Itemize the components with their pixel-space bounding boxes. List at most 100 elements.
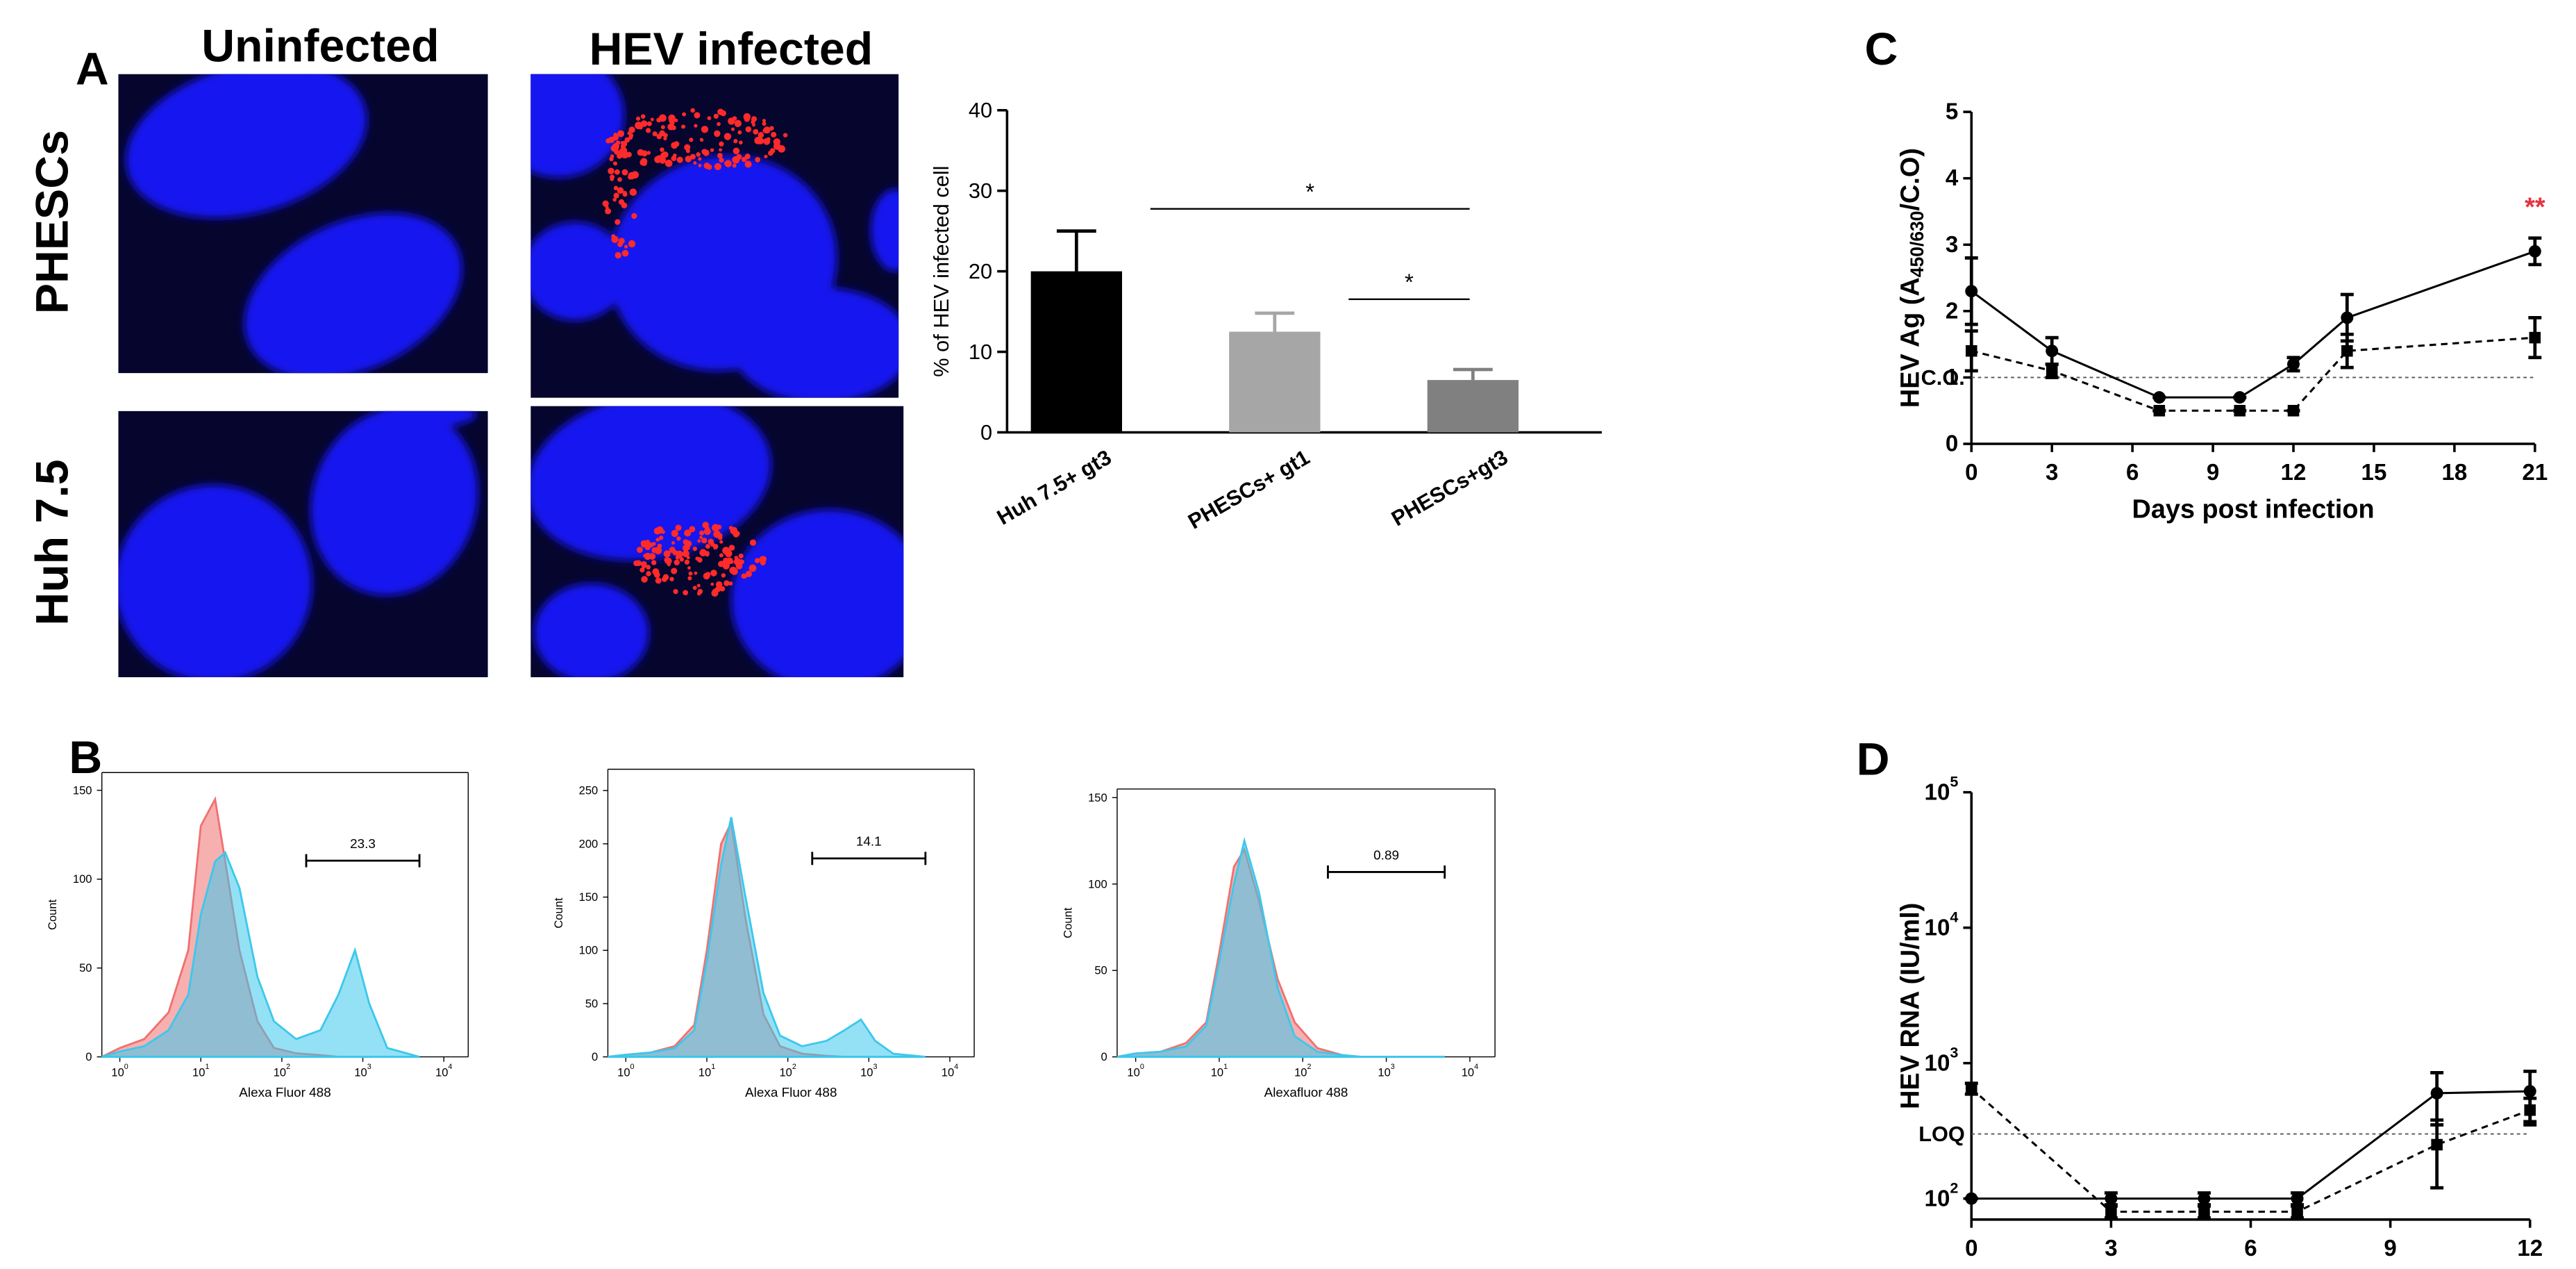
tick-label: 102 <box>1294 1063 1311 1079</box>
hev-dot <box>673 589 678 595</box>
hev-dot <box>638 124 643 130</box>
hev-dot <box>739 140 743 145</box>
hev-dot <box>719 586 724 591</box>
hev-dot <box>712 588 719 595</box>
tick-base: 10 <box>1925 915 1950 940</box>
tick-base: 10 <box>1378 1065 1390 1079</box>
hev-dot <box>645 128 651 133</box>
hev-dot <box>719 148 722 152</box>
y-axis-label: Count <box>1061 907 1074 938</box>
histogram-area <box>1116 836 1445 1058</box>
hev-dot <box>734 119 742 127</box>
hev-dot <box>670 120 675 126</box>
tick-label: 20 <box>969 259 992 283</box>
tick-exponent: 4 <box>954 1063 958 1071</box>
tick-label: 200 <box>579 837 599 850</box>
tick-exponent: 5 <box>1950 774 1958 790</box>
tick-label: 101 <box>1211 1063 1228 1079</box>
hev-dot <box>640 114 646 119</box>
reference-label: C.O. <box>1921 365 1965 390</box>
hev-dot <box>783 133 788 138</box>
tick-exponent: 3 <box>1950 1045 1958 1061</box>
y-axis-label: HEV RNA (IU/ml) <box>1896 903 1925 1109</box>
hev-dot <box>705 544 710 549</box>
tick-label: 0 <box>1946 431 1958 457</box>
hev-dot <box>637 149 644 156</box>
hev-dot <box>689 154 696 160</box>
hev-dot <box>602 200 609 207</box>
micrograph <box>118 410 488 678</box>
hev-dot <box>614 251 621 259</box>
nucleus <box>530 74 625 178</box>
tick-label: 103 <box>354 1063 371 1079</box>
tick-label: 9 <box>2207 460 2219 486</box>
nucleus <box>378 410 477 428</box>
hev-dot <box>700 138 704 142</box>
hev-dot <box>698 163 702 167</box>
hev-dot <box>778 144 786 153</box>
hev-dot <box>613 185 619 190</box>
hev-dot <box>748 564 757 572</box>
hev-dot <box>671 567 678 574</box>
hev-dot <box>749 539 757 546</box>
tick-exponent: 3 <box>1391 1063 1395 1071</box>
hev-dot <box>697 539 701 543</box>
hev-dot <box>659 536 664 540</box>
hev-dot <box>697 557 703 563</box>
hev-dot <box>660 147 664 152</box>
hev-dot <box>753 128 759 135</box>
tick-base: 10 <box>617 1065 630 1079</box>
tick-label: 0 <box>1965 1236 1977 1261</box>
marker <box>2341 311 2354 324</box>
hev-dot <box>692 586 697 590</box>
tick-base: 10 <box>1925 1186 1950 1211</box>
hev-dot <box>646 151 651 155</box>
hev-dot <box>669 124 675 129</box>
hev-dot <box>674 559 680 565</box>
hev-dot <box>741 573 746 579</box>
hev-dot <box>662 574 669 581</box>
tick-base: 10 <box>942 1065 954 1079</box>
nucleus <box>730 509 904 678</box>
tick-label: 105 <box>1925 774 1959 805</box>
hev-dot <box>728 581 733 586</box>
tick-label: 150 <box>73 783 92 797</box>
hev-signal <box>633 522 767 597</box>
hev-dot <box>620 143 626 149</box>
hev-dot <box>701 126 709 133</box>
hev-dot <box>651 560 657 565</box>
hev-dot <box>694 112 701 119</box>
hev-dot <box>644 552 652 561</box>
bar <box>1229 331 1321 433</box>
hev-dot <box>674 118 678 122</box>
hev-dot <box>702 522 710 529</box>
hev-dot <box>714 163 722 171</box>
hev-dot <box>733 147 740 155</box>
hev-dot <box>646 121 652 126</box>
hev-dot <box>729 566 737 574</box>
hev-dot <box>608 167 614 174</box>
marker <box>2234 404 2246 417</box>
hev-dot <box>657 543 662 549</box>
tick-label: 9 <box>2384 1236 2396 1261</box>
hev-dot <box>621 169 628 176</box>
tick-label: 4 <box>1946 165 1959 191</box>
tick-exponent: 1 <box>711 1063 715 1071</box>
hev-dot <box>617 241 623 247</box>
hev-dot <box>609 156 614 162</box>
nucleus <box>530 406 771 561</box>
significance-label: * <box>1305 180 1314 206</box>
marker <box>2287 358 2300 371</box>
hev-dot <box>662 151 669 158</box>
hev-dot <box>683 550 687 554</box>
tick-label: 103 <box>860 1063 877 1079</box>
hev-dot <box>717 122 721 126</box>
hev-dot <box>628 133 634 138</box>
hev-dot <box>614 239 618 243</box>
hev-dot <box>612 161 618 166</box>
marker <box>2431 1138 2443 1151</box>
marker <box>2523 1085 2536 1098</box>
hev-dot <box>684 144 691 151</box>
marker <box>2430 1086 2443 1100</box>
hev-dot <box>710 582 714 586</box>
